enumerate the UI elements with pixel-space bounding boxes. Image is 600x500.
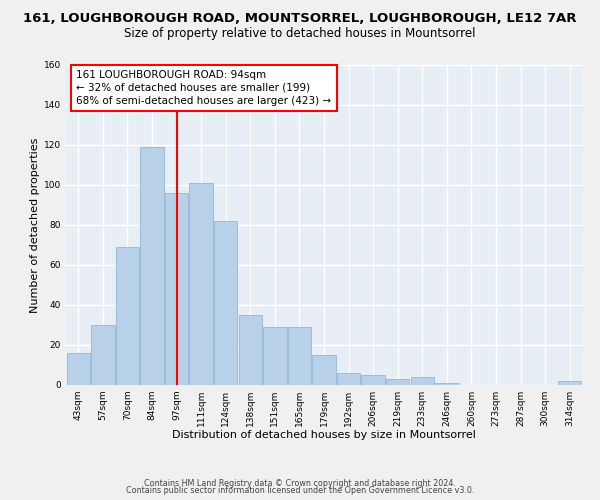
Text: 161, LOUGHBOROUGH ROAD, MOUNTSORREL, LOUGHBOROUGH, LE12 7AR: 161, LOUGHBOROUGH ROAD, MOUNTSORREL, LOU… (23, 12, 577, 26)
Bar (361, 375, 385, 385)
Text: Size of property relative to detached houses in Mountsorrel: Size of property relative to detached ho… (124, 28, 476, 40)
Text: Contains public sector information licensed under the Open Government Licence v3: Contains public sector information licen… (126, 486, 474, 495)
Bar (313, 355, 335, 385)
Y-axis label: Number of detached properties: Number of detached properties (30, 138, 40, 312)
Bar (288, 327, 311, 385)
Bar (337, 373, 360, 385)
Bar (190, 183, 213, 385)
Bar (263, 327, 287, 385)
Bar (165, 193, 188, 385)
Bar (214, 221, 238, 385)
Text: Contains HM Land Registry data © Crown copyright and database right 2024.: Contains HM Land Registry data © Crown c… (144, 478, 456, 488)
Bar (140, 147, 164, 385)
X-axis label: Distribution of detached houses by size in Mountsorrel: Distribution of detached houses by size … (172, 430, 476, 440)
Bar (558, 381, 581, 385)
Bar (435, 383, 458, 385)
Bar (386, 379, 409, 385)
Bar (239, 315, 262, 385)
Bar (67, 353, 90, 385)
Bar (91, 325, 115, 385)
Bar (410, 377, 434, 385)
Bar (116, 247, 139, 385)
Text: 161 LOUGHBOROUGH ROAD: 94sqm
← 32% of detached houses are smaller (199)
68% of s: 161 LOUGHBOROUGH ROAD: 94sqm ← 32% of de… (76, 70, 331, 106)
